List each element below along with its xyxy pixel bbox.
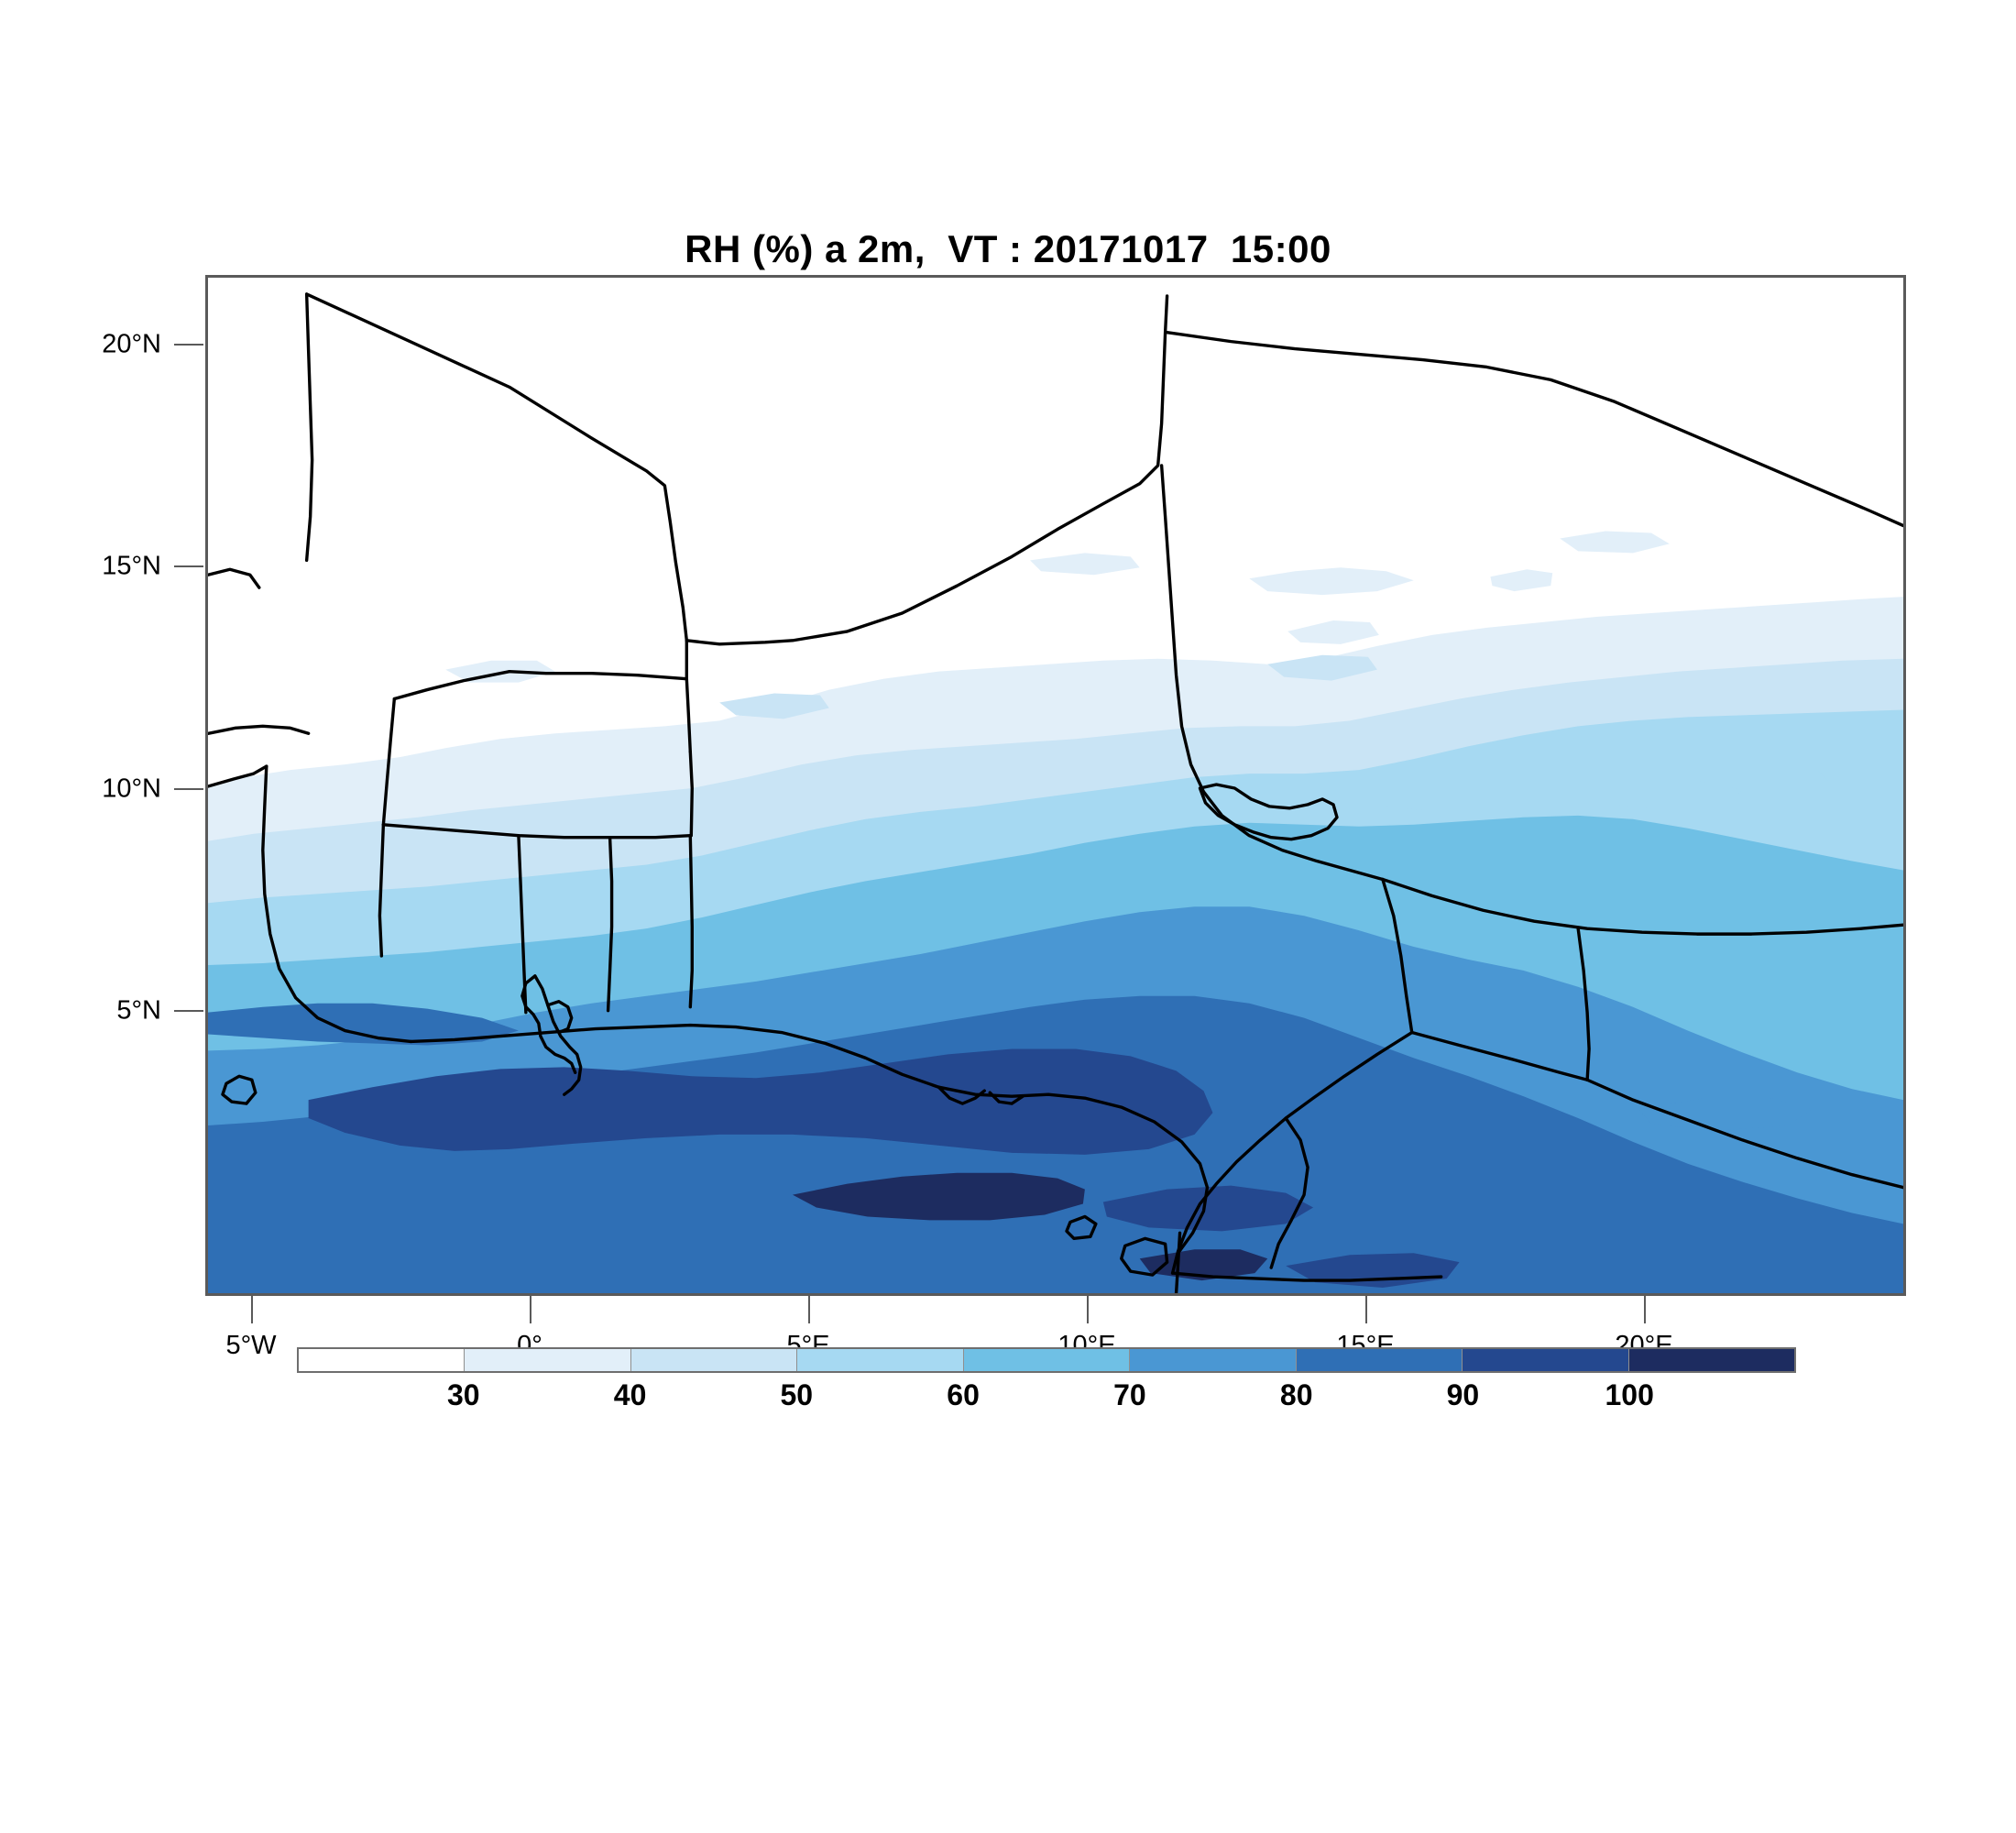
ytick-label-10N: 10°N (102, 774, 161, 804)
xtick-line-5E (808, 1296, 810, 1323)
colorbar-tick-80: 80 (1279, 1378, 1313, 1411)
colorbar-segment-1 (464, 1349, 630, 1371)
colorbar-tick-70: 70 (1113, 1378, 1146, 1411)
colorbar-tick-60: 60 (947, 1378, 980, 1411)
xtick-label-5W: 5°W (225, 1331, 277, 1360)
xtick-line-15E (1365, 1296, 1367, 1323)
xtick-line-10E (1087, 1296, 1089, 1323)
colorbar-tick-50: 50 (780, 1378, 814, 1411)
ytick-line-5N (174, 1010, 203, 1012)
colorbar-segment-8 (1627, 1349, 1794, 1371)
colorbar-segment-4 (962, 1349, 1130, 1371)
ytick-label-5N: 5°N (116, 995, 161, 1026)
colorbar-tick-40: 40 (613, 1378, 647, 1411)
rh-shaded-field (208, 278, 1903, 1293)
map-plot-area[interactable]: 20°N 15°N 10°N 5°N 5°W 0° 5°E 10°E 15°E … (102, 275, 1906, 1360)
colorbar-segment-7 (1462, 1349, 1628, 1371)
ytick-label-20N: 20°N (102, 329, 161, 359)
colorbar-gradient-strip[interactable] (297, 1347, 1796, 1373)
colorbar-tick-100: 100 (1605, 1378, 1654, 1411)
xtick-line-5W (251, 1296, 253, 1323)
colorbar-segment-2 (630, 1349, 797, 1371)
colorbar[interactable]: 30 40 50 60 70 80 90 100 (297, 1347, 1796, 1411)
country-borders (208, 292, 1903, 1293)
colorbar-tick-90: 90 (1446, 1378, 1480, 1411)
colorbar-tick-30: 30 (447, 1378, 480, 1411)
ytick-line-15N (174, 565, 203, 567)
xtick-line-0 (530, 1296, 531, 1323)
ytick-line-20N (174, 344, 203, 346)
colorbar-segment-6 (1295, 1349, 1463, 1371)
ytick-label-15N: 15°N (102, 551, 161, 581)
ytick-line-10N (174, 788, 203, 790)
rh-contour-map[interactable] (205, 275, 1906, 1296)
colorbar-segment-5 (1129, 1349, 1296, 1371)
colorbar-segment-3 (796, 1349, 963, 1371)
colorbar-segment-0 (299, 1349, 465, 1371)
xtick-line-20E (1644, 1296, 1646, 1323)
page-title: RH (%) a 2m, VT : 20171017 15:00 (685, 227, 1331, 270)
